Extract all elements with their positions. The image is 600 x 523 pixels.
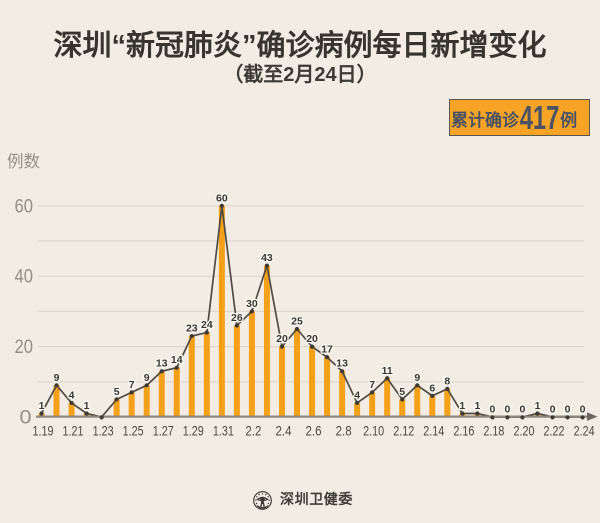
svg-text:0: 0 [20,408,32,429]
svg-text:11: 11 [382,365,393,377]
svg-text:6: 6 [429,382,435,394]
svg-text:43: 43 [261,252,273,264]
svg-text:0: 0 [505,404,511,416]
svg-text:20: 20 [306,333,318,345]
svg-text:60: 60 [15,196,34,217]
svg-text:17: 17 [321,344,333,356]
svg-text:例数: 例数 [7,152,41,171]
svg-text:13: 13 [156,358,168,370]
svg-text:1.19: 1.19 [33,423,54,439]
svg-text:2.4: 2.4 [275,423,291,439]
svg-text:7: 7 [129,379,135,391]
svg-text:2.12: 2.12 [393,423,414,439]
svg-text:1.31: 1.31 [213,423,234,439]
svg-text:8: 8 [444,375,450,387]
svg-text:1: 1 [474,400,480,412]
svg-text:23: 23 [186,323,198,335]
svg-text:40: 40 [15,267,34,288]
svg-text:1.29: 1.29 [183,423,204,439]
svg-text:2.2: 2.2 [245,423,261,439]
svg-text:4: 4 [69,389,75,401]
svg-text:1.25: 1.25 [123,423,144,439]
svg-text:7: 7 [369,379,375,391]
svg-text:14: 14 [171,354,183,366]
svg-text:25: 25 [291,316,303,328]
svg-text:60: 60 [216,192,228,204]
svg-text:24: 24 [201,319,213,331]
svg-text:5: 5 [399,386,405,398]
svg-text:2.24: 2.24 [574,423,595,439]
svg-text:1: 1 [84,400,90,412]
svg-text:20: 20 [276,333,288,345]
svg-text:2.16: 2.16 [453,423,474,439]
svg-text:1.21: 1.21 [63,423,84,439]
svg-text:0: 0 [580,404,586,416]
svg-text:0: 0 [550,404,556,416]
svg-text:1: 1 [39,400,45,412]
svg-text:1.27: 1.27 [153,423,174,439]
svg-text:26: 26 [231,312,243,324]
svg-text:0: 0 [520,404,526,416]
svg-text:9: 9 [54,372,60,384]
svg-text:2.6: 2.6 [306,423,322,439]
svg-text:2.18: 2.18 [483,423,504,439]
svg-text:30: 30 [246,298,258,310]
svg-text:9: 9 [414,372,420,384]
svg-text:1: 1 [535,400,541,412]
svg-text:5: 5 [114,386,120,398]
svg-text:2.14: 2.14 [423,423,444,439]
svg-text:2.22: 2.22 [544,423,565,439]
svg-text:4: 4 [354,389,360,401]
svg-text:2.20: 2.20 [513,423,534,439]
svg-text:0: 0 [489,404,495,416]
svg-text:9: 9 [144,372,150,384]
svg-text:1: 1 [459,400,465,412]
svg-text:1.23: 1.23 [93,423,114,439]
svg-text:0: 0 [565,404,571,416]
svg-text:20: 20 [15,337,34,358]
svg-text:13: 13 [336,358,348,370]
svg-text:2.10: 2.10 [363,423,384,439]
svg-text:2.8: 2.8 [336,423,352,439]
